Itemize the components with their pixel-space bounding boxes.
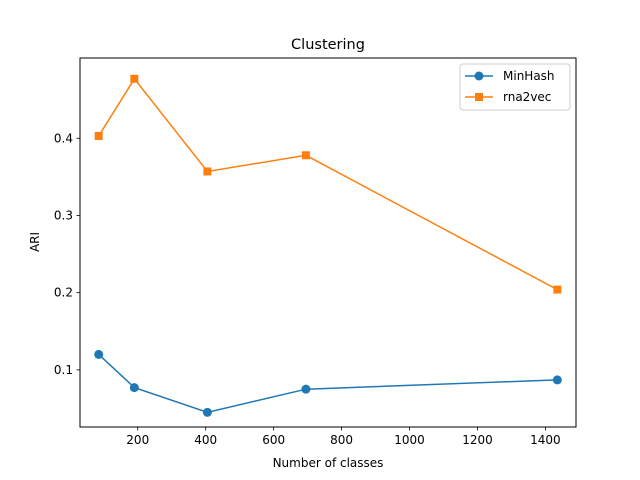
plot-frame <box>79 57 577 428</box>
legend-label-minhash: MinHash <box>503 69 555 83</box>
series-layer <box>94 74 562 417</box>
legend-marker-rna2vec <box>475 93 483 101</box>
data-point-rna2vec <box>203 167 212 176</box>
legend-marker-minhash <box>474 71 484 81</box>
x-tick-label: 400 <box>194 433 217 447</box>
data-point-rna2vec <box>94 131 103 140</box>
legend-label-rna2vec: rna2vec <box>503 90 551 104</box>
data-point-minhash <box>202 407 212 417</box>
y-tick-label: 0.1 <box>54 363 73 377</box>
chart-title: Clustering <box>291 37 365 53</box>
x-tick-label: 200 <box>126 433 149 447</box>
x-tick-label: 1200 <box>462 433 493 447</box>
data-point-rna2vec <box>130 74 139 83</box>
data-point-minhash <box>94 349 104 359</box>
y-tick-label: 0.3 <box>54 208 73 222</box>
x-tick-label: 1000 <box>394 433 425 447</box>
x-axis-label: Number of classes <box>273 456 384 470</box>
data-point-minhash <box>301 384 311 394</box>
y-axis-label: ARI <box>28 232 42 252</box>
data-point-minhash <box>129 383 139 393</box>
x-tick-label: 800 <box>330 433 353 447</box>
plot-area <box>80 58 576 427</box>
data-point-rna2vec <box>301 151 310 160</box>
x-tick-label: 600 <box>262 433 285 447</box>
y-tick-label: 0.4 <box>54 131 73 145</box>
y-tick-label: 0.2 <box>54 286 73 300</box>
data-point-rna2vec <box>553 285 562 294</box>
axes-layer: 200 400 600 800 1000 1200 1400 0.1 0.2 0.3 0.4 <box>54 131 561 447</box>
data-point-minhash <box>552 375 562 385</box>
x-tick-label: 1400 <box>530 433 561 447</box>
legend: MinHash rna2vec <box>459 63 571 111</box>
